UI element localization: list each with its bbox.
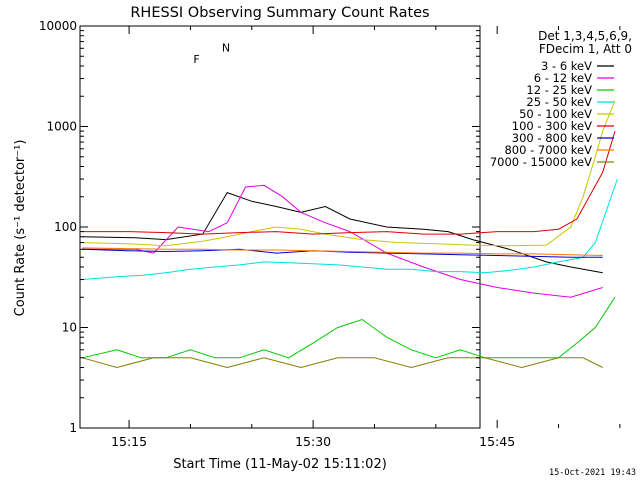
x-tick-label: 15:45 — [479, 434, 515, 449]
legend-label: 50 - 100 keV — [519, 107, 592, 121]
legend-label: 100 - 300 keV — [512, 119, 592, 133]
series-line-3 — [82, 296, 616, 359]
series-line-7 — [82, 248, 603, 258]
series-line-5 — [82, 100, 616, 247]
x-tick-label: 15:15 — [111, 434, 147, 449]
y-tick-label: 10000 — [39, 19, 77, 33]
legend-label: 3 - 6 keV — [541, 59, 592, 73]
series-line-4 — [82, 178, 618, 280]
series-line-1 — [82, 191, 603, 274]
series-line-6 — [82, 130, 616, 235]
chart-title: RHESSI Observing Summary Count Rates — [130, 5, 429, 21]
y-tick-label: 1000 — [46, 120, 77, 134]
y-axis-label: Count Rate (s⁻¹ detector⁻¹) — [13, 140, 28, 317]
series-line-2 — [82, 184, 603, 298]
legend-label: 7000 - 15000 keV — [490, 155, 592, 169]
legend-label: 300 - 800 keV — [512, 131, 592, 145]
y-tick-label: 1 — [69, 421, 77, 435]
y-axis: 1 10 100 1000 10000 — [39, 19, 480, 435]
x-tick-label: 15:30 — [295, 434, 331, 449]
series-line-9 — [82, 357, 603, 369]
plot-area: NFS — [79, 25, 618, 429]
annotation-label-1: N — [222, 41, 230, 54]
y-tick-label: 10 — [62, 321, 77, 335]
legend-label: 25 - 50 keV — [526, 95, 592, 109]
legend-header-line-2: FDecim 1, Att 0 — [539, 42, 632, 56]
legend: Det 1,3,4,5,6,9, FDecim 1, Att 0 3 - 6 k… — [490, 29, 632, 169]
legend-label: 6 - 12 keV — [534, 71, 592, 85]
y-tick-label: 100 — [54, 220, 77, 234]
legend-header-line-1: Det 1,3,4,5,6,9, — [538, 29, 632, 43]
footer-timestamp: 15-Oct-2021 19:43 — [549, 468, 636, 478]
series-line-8 — [82, 247, 603, 256]
x-axis-label: Start Time (11-May-02 15:11:02) — [173, 457, 387, 472]
legend-label: 12 - 25 keV — [526, 83, 592, 97]
legend-label: 800 - 7000 keV — [504, 143, 592, 157]
annotation-label-2: F — [193, 53, 199, 66]
